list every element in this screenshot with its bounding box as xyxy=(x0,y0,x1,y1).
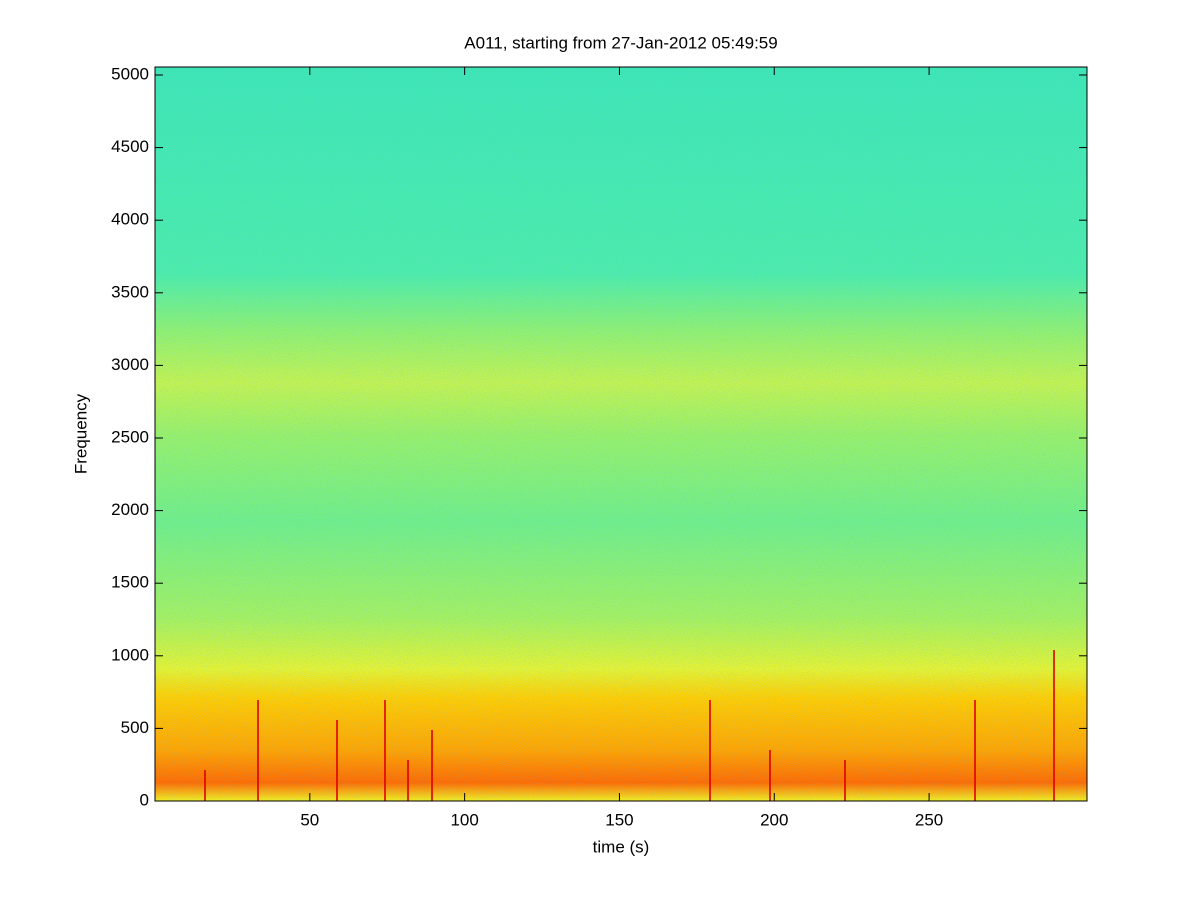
y-tick-label: 500 xyxy=(121,718,149,737)
y-tick-label: 3000 xyxy=(111,355,149,374)
spectrogram-streaks xyxy=(204,650,1055,801)
y-tick-label: 2500 xyxy=(111,427,149,446)
y-tick-label: 4500 xyxy=(111,137,149,156)
y-tick-label: 5000 xyxy=(111,64,149,83)
y-tick-label: 3500 xyxy=(111,282,149,301)
x-axis-label: time (s) xyxy=(593,837,650,856)
y-tick-label: 1000 xyxy=(111,645,149,664)
x-tick-label: 200 xyxy=(760,810,788,829)
y-tick-label: 4000 xyxy=(111,210,149,229)
spectrogram-texture xyxy=(155,67,1087,801)
y-tick-label: 1500 xyxy=(111,573,149,592)
plot-frame xyxy=(154,66,1088,802)
x-tick-label: 150 xyxy=(605,810,633,829)
y-tick-label: 0 xyxy=(140,790,149,809)
x-tick-label: 50 xyxy=(300,810,319,829)
x-tick-label: 100 xyxy=(450,810,478,829)
y-axis-label: Frequency xyxy=(71,393,90,474)
chart-title: A011, starting from 27-Jan-2012 05:49:59 xyxy=(464,33,777,52)
y-tick-label: 2000 xyxy=(111,500,149,519)
x-tick-label: 250 xyxy=(915,810,943,829)
